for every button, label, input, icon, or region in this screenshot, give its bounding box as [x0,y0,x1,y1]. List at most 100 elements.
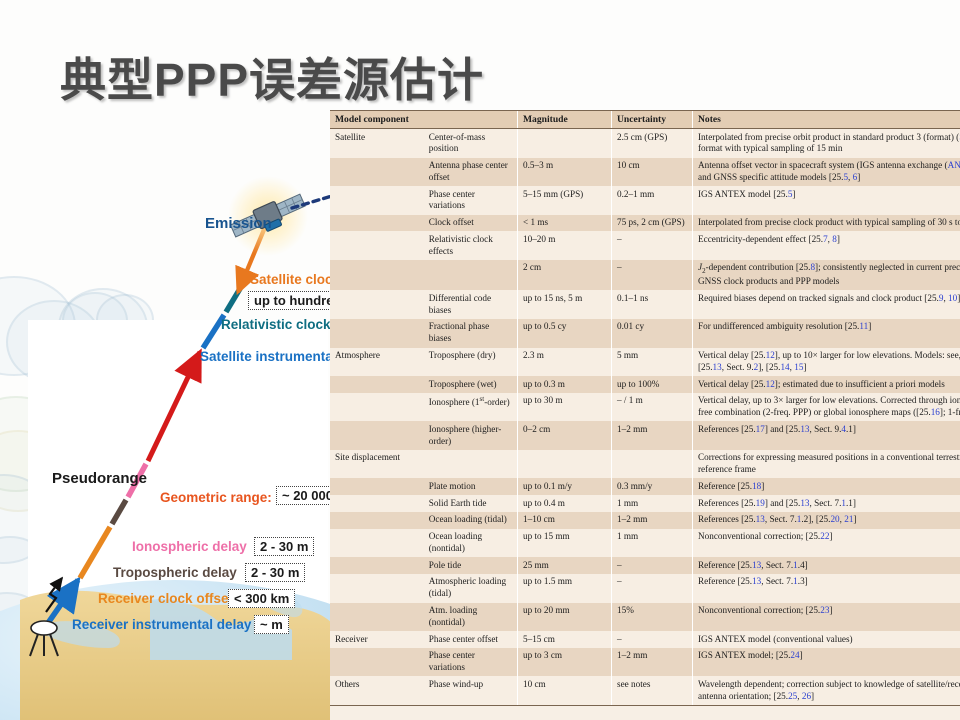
cell-uncertainty: – [611,631,693,648]
cell-magnitude: up to 15 ns, 5 m [517,290,612,319]
cell-magnitude: up to 1.5 mm [517,573,612,603]
table-row: Pole tide 25 mm – Reference [25.13, Sect. 7… [330,557,960,574]
cell-magnitude: 1–10 cm [517,511,612,529]
cell-component: Ionosphere (1st-order) [423,392,518,422]
diagram-value-ionospheric-delay: 2 - 30 m [254,537,315,556]
table-row: Plate motion up to 0.1 m/y 0.3 mm/y Referen… [330,478,960,496]
cell-uncertainty: 5 mm [611,347,693,377]
diagram-label-tropospheric-delay: Tropospheric delay [113,565,237,580]
cell-component: Relativistic clock effects [423,231,518,260]
table-row: Ocean loading (nontidal) up to 15 mm 1 mm N… [330,528,960,558]
cell-component: Ocean loading (nontidal) [423,528,518,558]
cell-uncertainty: 2.5 cm (GPS) [611,128,693,158]
table-row: Phase center variations up to 3 cm 1–2 mm I… [330,647,960,677]
cell-group [330,557,424,574]
cell-magnitude [517,128,612,158]
cell-magnitude: up to 20 mm [517,602,612,632]
cell-magnitude: up to 0.5 cy [517,318,612,348]
cell-magnitude: up to 0.1 m/y [517,478,612,496]
diagram-label-emission: Emission [205,215,272,232]
cell-magnitude [517,449,612,479]
cell-group [330,376,424,393]
signal-path-graphic [45,219,270,625]
cell-notes: Nonconventional correction; [25.23] [692,602,960,632]
cell-uncertainty: up to 100% [611,376,693,393]
cell-notes: IGS ANTEX model; [25.24] [692,647,960,677]
diagram-value-receiver-instrumental-delay: ~ m [254,615,289,634]
column-header-model-component: Model component [330,110,518,129]
cell-uncertainty: 0.1–1 ns [611,290,693,319]
cell-component: Fractional phase biases [423,318,518,348]
cell-component: Plate motion [423,478,518,496]
cell-notes: Reference [25.13, Sect. 7.1.4] [692,557,960,574]
cell-magnitude: 10 cm [517,676,612,706]
cell-notes: References [25.19] and [25.13, Sect. 7.1… [692,495,960,512]
cell-component [423,259,518,291]
diagram-label-pseudorange: Pseudorange [52,470,148,487]
cell-magnitude: up to 0.3 m [517,376,612,393]
cell-group: Atmosphere [330,347,424,377]
cell-component: Pole tide [423,557,518,574]
table-row: Ionosphere (higher-order) 0–2 cm 1–2 mm Ref… [330,421,960,450]
cell-notes: Interpolated from precise clock product … [692,214,960,232]
cell-group [330,231,424,260]
cell-notes: Corrections for expressing measured posi… [692,449,960,479]
cell-group [330,478,424,496]
cell-notes: References [25.17] and [25.13, Sect. 9.4… [692,421,960,450]
cell-group [330,528,424,558]
cell-magnitude: up to 0.4 m [517,495,612,512]
cell-uncertainty: 0.3 mm/y [611,478,693,496]
cell-magnitude: 5–15 mm (GPS) [517,186,612,215]
cell-component: Atmospheric loading (tidal) [423,573,518,603]
diagram-label-relativistic-clock: Relativistic clock [221,317,331,332]
cell-group [330,421,424,450]
cell-group [330,573,424,603]
cell-group: Site displacement [330,449,424,479]
cell-group [330,186,424,215]
satellite-graphic [228,176,340,256]
cell-magnitude: 25 mm [517,557,612,574]
cell-magnitude: < 1 ms [517,214,612,232]
diagram-label-ionospheric-delay: Ionospheric delay [132,539,247,554]
cell-component: Phase center variations [423,647,518,677]
cell-uncertainty: – / 1 m [611,392,693,422]
ppp-error-budget-table-container[interactable]: Model component Magnitude Uncertainty No… [330,110,960,720]
diagram-value-tropospheric-delay: 2 - 30 m [245,563,306,582]
cell-notes: Reference [25.18] [692,478,960,496]
cell-notes: Vertical delay, up to 3× larger for low … [692,392,960,422]
cell-notes: References [25.13, Sect. 7.1.2], [25.20,… [692,511,960,529]
cell-notes: For undifferenced ambiguity resolution [… [692,318,960,348]
cell-group [330,214,424,232]
table-row: Satellite Center-of-mass position 2.5 cm (… [330,128,960,158]
cell-uncertainty: 10 cm [611,157,693,187]
cell-group [330,290,424,319]
cell-group [330,259,424,291]
table-header: Model component Magnitude Uncertainty No… [330,110,960,129]
cell-component: Clock offset [423,214,518,232]
cell-group: Others [330,676,424,706]
cell-magnitude: up to 15 mm [517,528,612,558]
cell-group [330,157,424,187]
cell-component: Phase wind-up [423,676,518,706]
diagram-label-satellite-clock: Satellite clock [250,272,341,287]
cell-component: Troposphere (dry) [423,347,518,377]
cell-component: Antenna phase center offset [423,157,518,187]
cell-component: Troposphere (wet) [423,376,518,393]
cell-notes: IGS ANTEX model [25.5] [692,186,960,215]
cell-magnitude: 5–15 cm [517,631,612,648]
cell-uncertainty: 1–2 mm [611,511,693,529]
cell-uncertainty: 75 ps, 2 cm (GPS) [611,214,693,232]
cell-magnitude: 10–20 m [517,231,612,260]
cell-group [330,318,424,348]
table-row: Site displacement Corrections for express… [330,449,960,479]
cell-magnitude: 0–2 cm [517,421,612,450]
cell-notes: Vertical delay [25.12]; estimated due to… [692,376,960,393]
cell-magnitude: up to 3 cm [517,647,612,677]
cell-component: Solid Earth tide [423,495,518,512]
cell-notes: J2-dependent contribution [25.8]; consis… [692,259,960,291]
cell-magnitude: up to 30 m [517,392,612,422]
